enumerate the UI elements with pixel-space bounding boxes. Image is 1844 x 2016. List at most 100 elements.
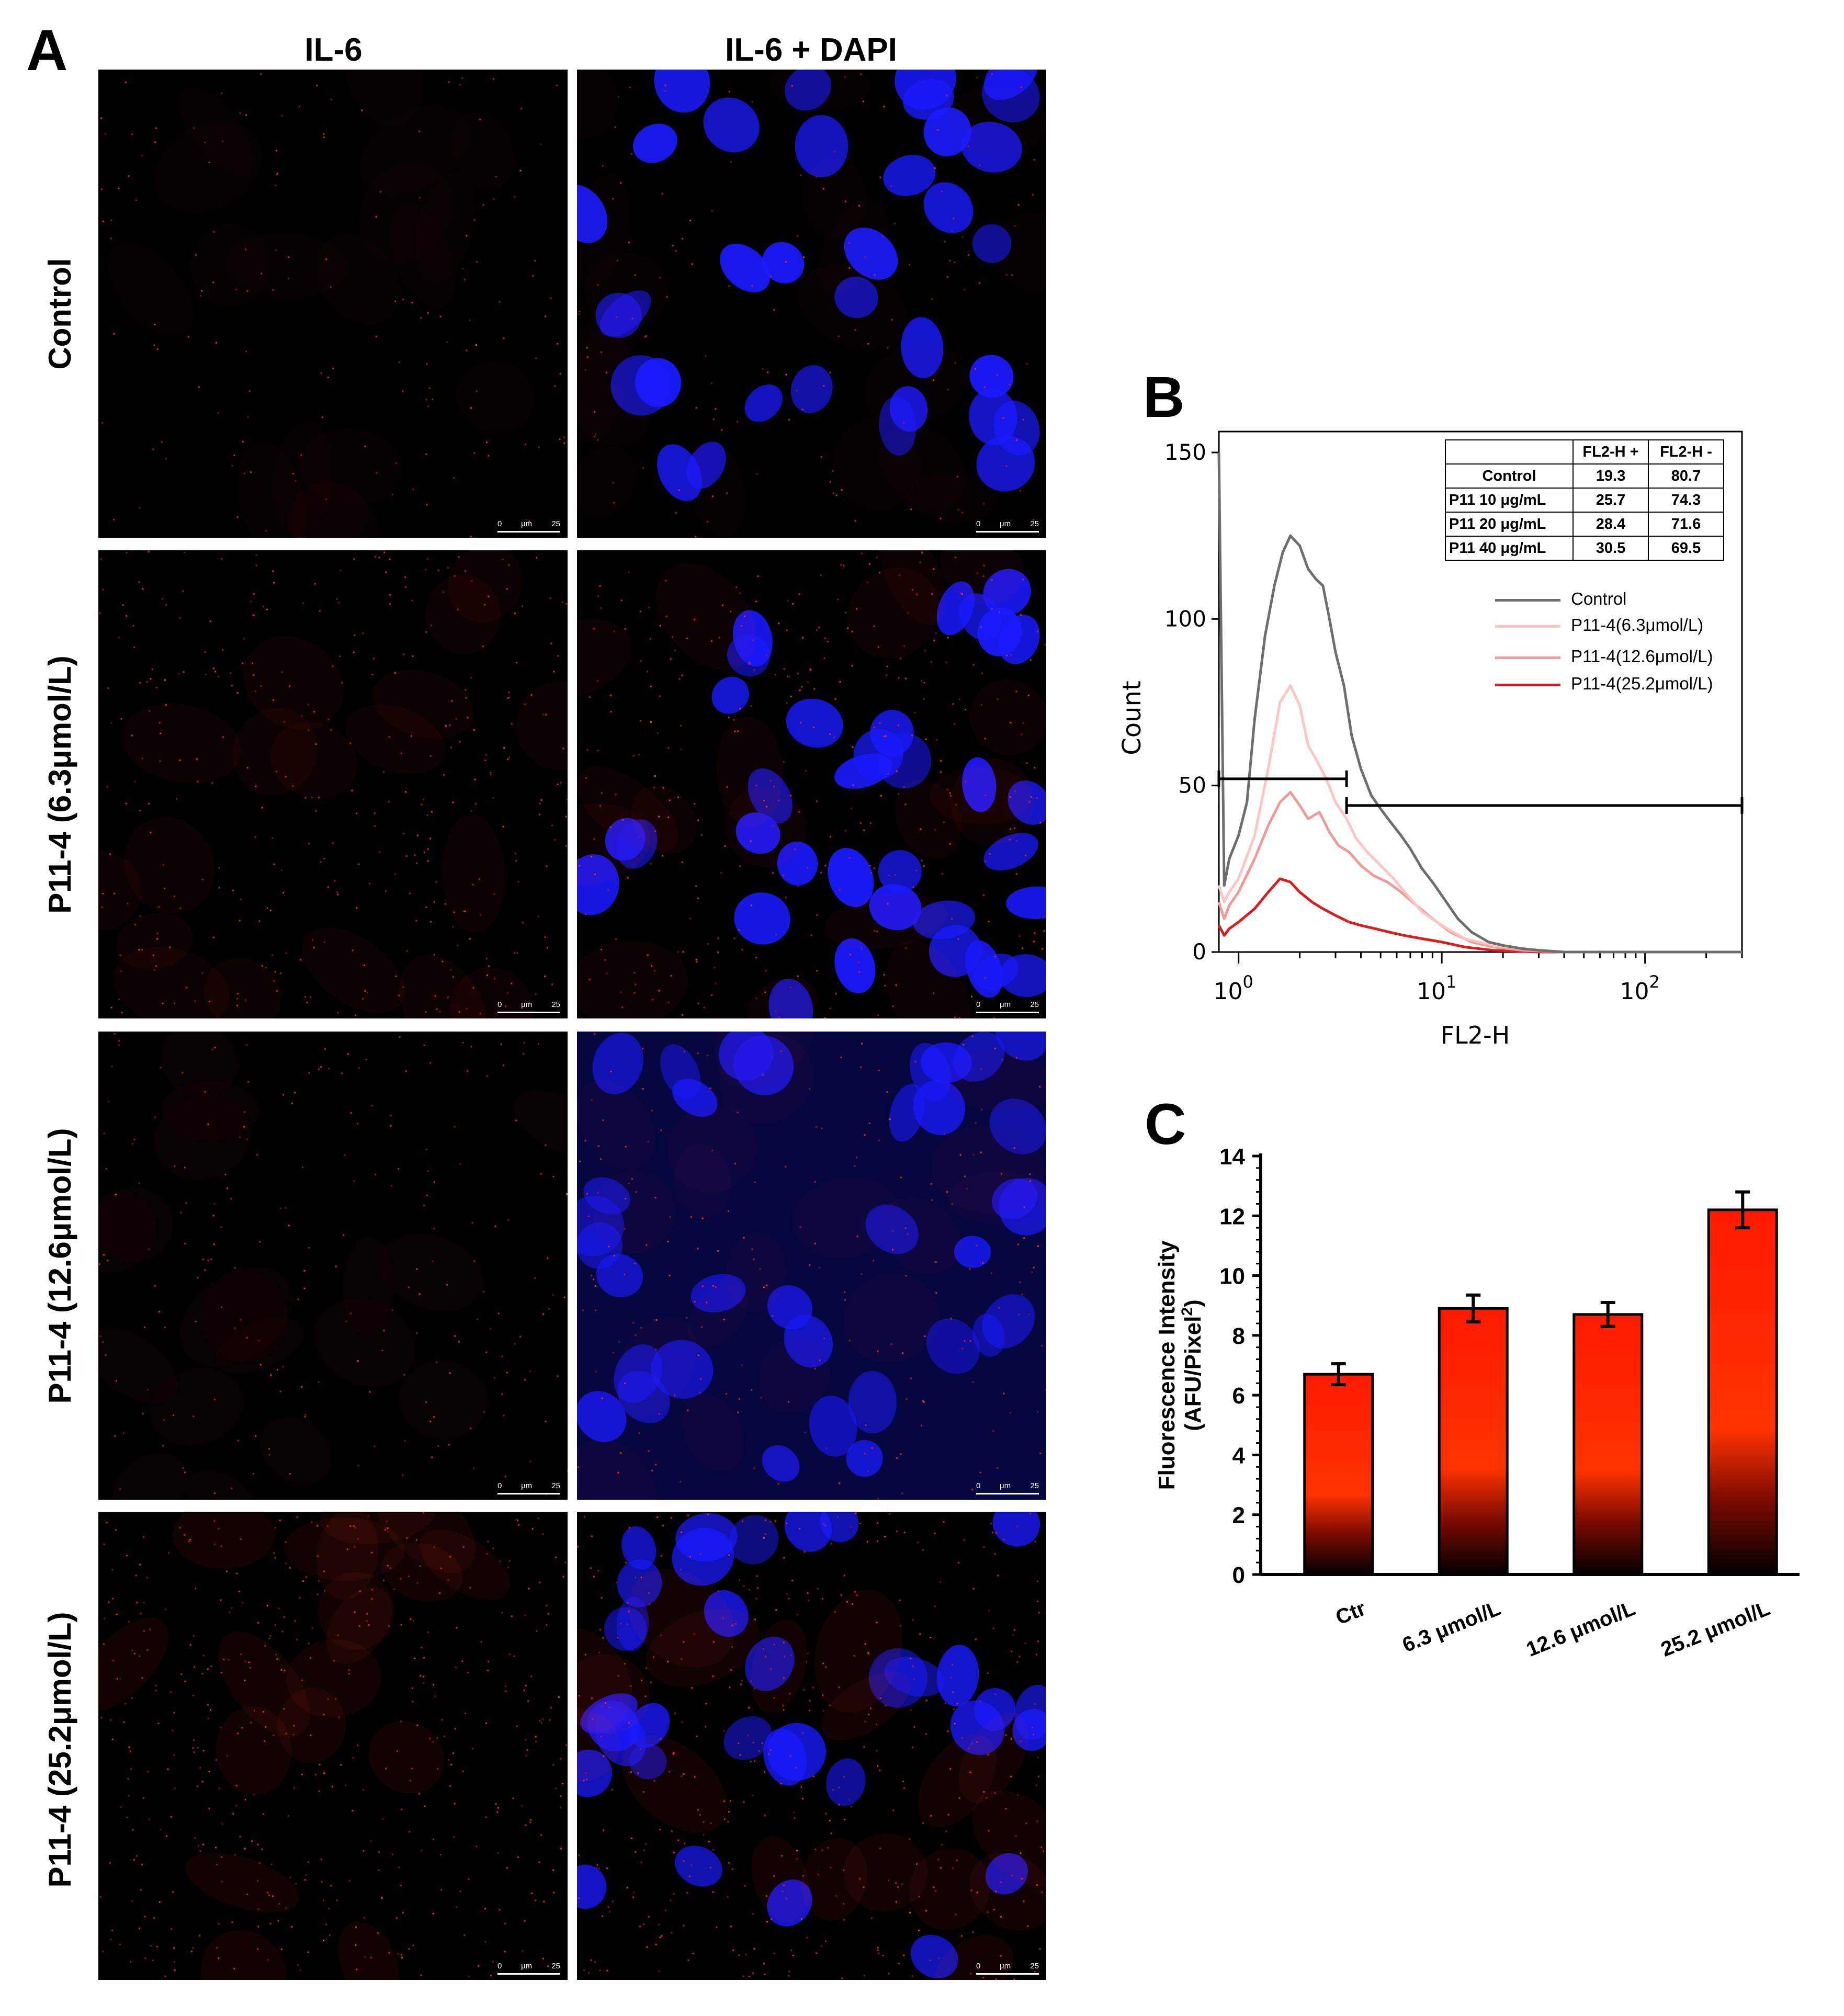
- error-bar: [1331, 1362, 1346, 1387]
- nucleus: [954, 1236, 991, 1268]
- nucleus: [878, 850, 922, 893]
- nucleus: [654, 70, 710, 113]
- table-row: P11 10 μg/mL 25.7 74.3: [1445, 488, 1724, 513]
- scale-bar-end: 25: [1030, 1962, 1039, 1970]
- table-cell: 25.7: [1573, 488, 1649, 513]
- legend-swatch: [1495, 656, 1560, 659]
- cell-stain: [621, 1736, 727, 1833]
- nucleus: [991, 1178, 1037, 1219]
- nucleus: [748, 768, 793, 824]
- legend-label: Control: [1571, 589, 1627, 608]
- scale-bar-end: 25: [551, 1962, 560, 1970]
- column-header-il6: IL-6: [304, 32, 363, 68]
- nucleus: [972, 1313, 1005, 1357]
- nucleus: [968, 388, 1017, 445]
- cell-stain: [372, 670, 474, 739]
- scale-bar-unit: μm: [1000, 1962, 1011, 1970]
- nucleus: [599, 290, 651, 337]
- nucleus: [936, 1645, 979, 1707]
- gate-marker: [1345, 797, 1744, 814]
- nucleus: [621, 1526, 657, 1570]
- y-tick-label: 50: [1179, 773, 1206, 798]
- gate-marker: [1217, 770, 1348, 787]
- nucleus: [610, 355, 671, 416]
- legend-swatch: [1495, 684, 1560, 686]
- cell-stain: [577, 803, 650, 886]
- micrograph-image: [98, 550, 568, 1018]
- nucleus: [826, 1758, 866, 1806]
- scale-bar-unit: μm: [1000, 1481, 1011, 1490]
- nucleus: [604, 1607, 647, 1651]
- scale-bar-end: 25: [1030, 1481, 1039, 1490]
- scale-bar: 0 μm 25: [976, 1482, 1039, 1496]
- nucleus: [910, 1043, 951, 1102]
- cell-stain: [286, 1639, 381, 1718]
- cell-stain: [172, 1512, 275, 1569]
- scale-bar-end: 25: [551, 1481, 560, 1490]
- cell-stain: [176, 1457, 267, 1500]
- cell-stain: [969, 679, 1046, 755]
- nucleus: [736, 812, 780, 854]
- scale-bar-start: 0: [497, 1481, 502, 1490]
- table-cell: 19.3: [1573, 463, 1649, 489]
- flow-summary-table: FL2-H + FL2-H - Control 19.3 80.7 P11 10…: [1445, 439, 1724, 561]
- nucleus: [577, 1391, 627, 1442]
- y-tick-label: 0: [1232, 1562, 1245, 1588]
- cell-stain: [201, 1930, 287, 1980]
- nucleus: [901, 317, 944, 378]
- micrograph-image: [577, 1512, 1046, 1980]
- nucleus: [962, 757, 997, 812]
- cell-stain: [751, 1836, 810, 1923]
- x-tick-label: 102: [1620, 972, 1659, 1005]
- nucleus: [879, 396, 917, 456]
- il6-dapi-micrograph: 0 μm 25: [577, 1032, 1046, 1500]
- cell-stain: [940, 550, 1024, 604]
- il6-dapi-micrograph: 0 μm 25: [577, 1512, 1046, 1980]
- legend-label: P11-4(25.2μmol/L): [1571, 674, 1713, 693]
- cell-stain: [382, 1542, 463, 1602]
- il6-puncta: [577, 1033, 1046, 1500]
- nucleus: [828, 847, 874, 907]
- nucleus: [985, 1853, 1028, 1895]
- nucleus: [777, 841, 818, 886]
- nucleus: [884, 1657, 945, 1697]
- error-bar: [1466, 1293, 1481, 1324]
- cell-stain: [98, 1617, 168, 1712]
- scale-bar: 0 μm 25: [497, 1962, 560, 1976]
- nucleus: [733, 1035, 794, 1095]
- cell-stain: [577, 619, 631, 698]
- nucleus: [686, 441, 726, 489]
- nucleus: [903, 78, 954, 120]
- micrograph-image: [98, 1512, 568, 1980]
- panel-c-letter: C: [1145, 1092, 1186, 1157]
- cell-stain: [934, 1935, 1013, 1980]
- scale-bar-unit: μm: [1000, 1000, 1011, 1009]
- il6-micrograph: 0 μm 25: [98, 1032, 568, 1500]
- nucleus: [616, 819, 658, 869]
- il6-micrograph: 0 μm 25: [98, 1512, 568, 1980]
- nucleus: [784, 1512, 832, 1552]
- nucleus: [923, 182, 974, 233]
- scale-bar: 0 μm 25: [497, 1001, 560, 1014]
- nucleus: [577, 854, 619, 915]
- scale-bar-end: 25: [1030, 519, 1039, 528]
- scale-bar-line: [976, 1493, 1039, 1494]
- scale-bar-start: 0: [497, 1962, 502, 1970]
- cell-stain: [750, 1619, 807, 1713]
- scale-bar-end: 25: [1030, 1000, 1039, 1009]
- nucleus: [961, 121, 1022, 173]
- cell-stain: [847, 568, 940, 659]
- nucleus: [767, 1285, 812, 1330]
- nucleus: [989, 1098, 1046, 1154]
- cell-stain: [216, 1706, 292, 1795]
- cell-stain: [218, 1631, 310, 1737]
- micrograph-image: [98, 1033, 568, 1500]
- row-label-p11-4-12-6: P11-4 (12.6μmol/L): [42, 1128, 77, 1404]
- nucleus: [820, 1512, 859, 1543]
- nucleus: [926, 1318, 980, 1374]
- x-category-label: Ctr: [1332, 1597, 1369, 1629]
- cell-stain: [951, 758, 1034, 846]
- error-bar: [1600, 1301, 1615, 1328]
- cell-stain: [124, 817, 215, 914]
- table-cell: 74.3: [1648, 488, 1724, 513]
